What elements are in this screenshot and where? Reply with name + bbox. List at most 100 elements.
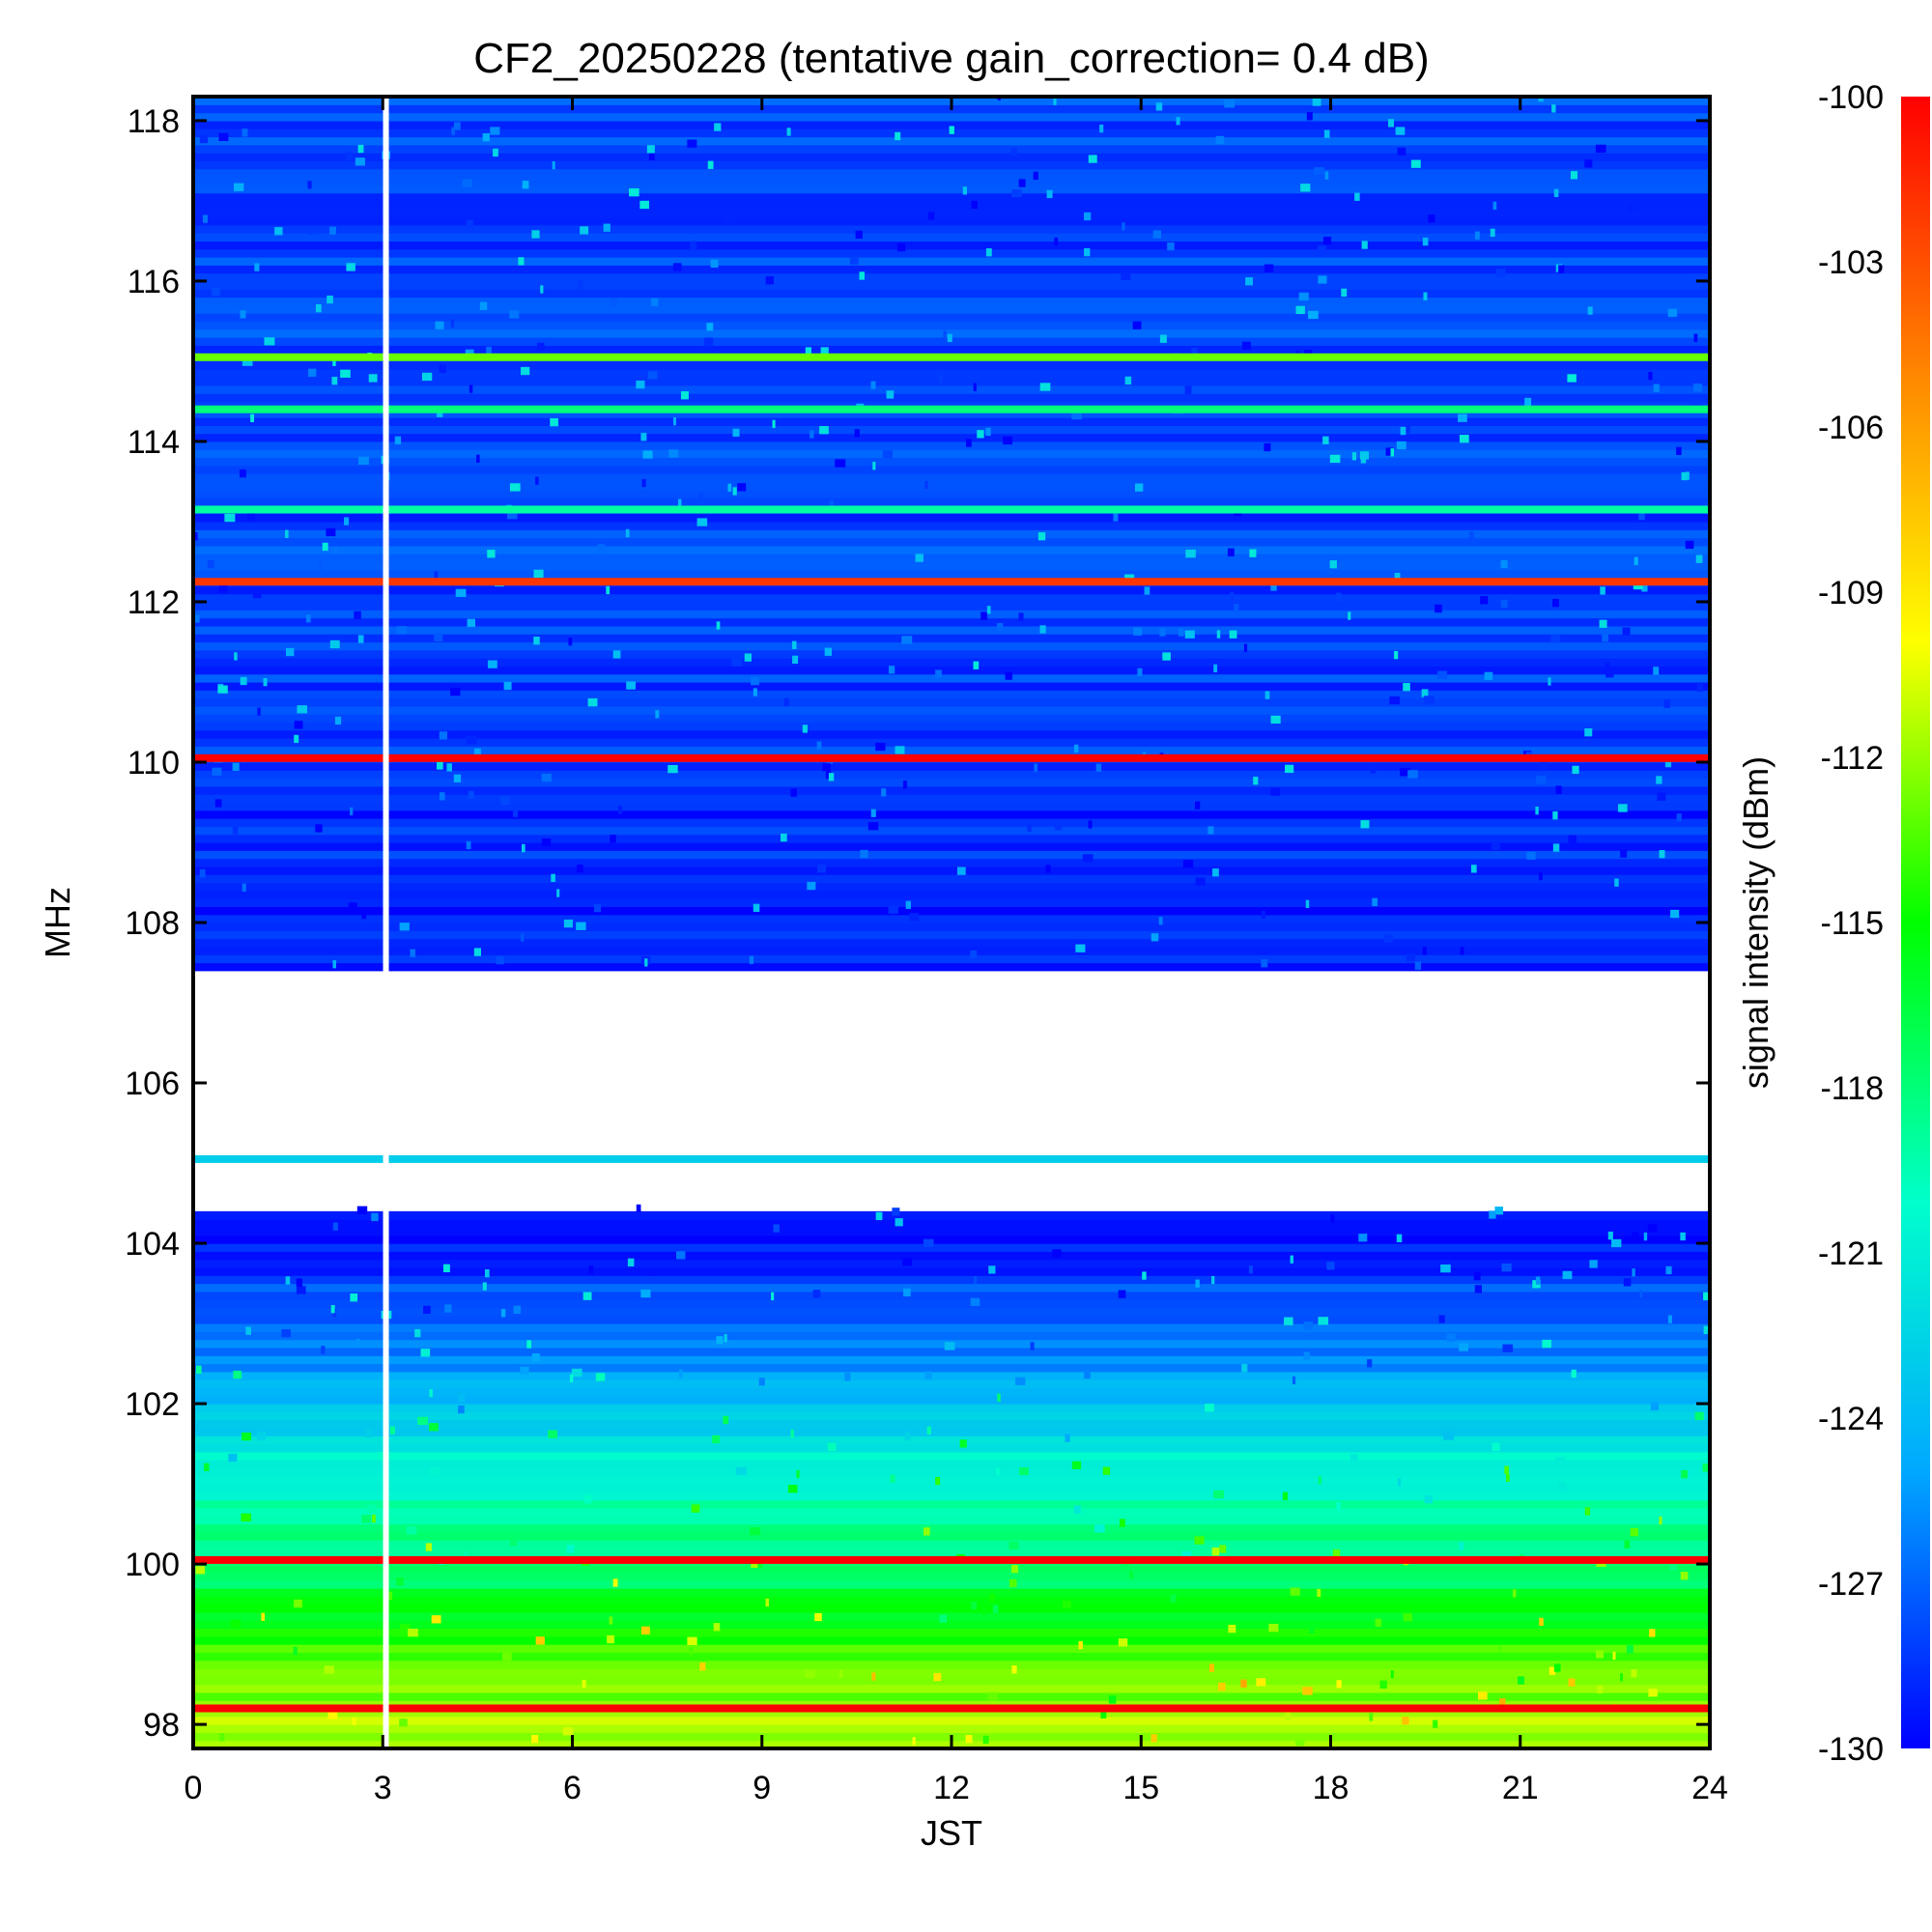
heatmap-cell bbox=[218, 132, 229, 142]
heatmap-band bbox=[193, 729, 1710, 739]
heatmap-cell bbox=[326, 527, 336, 537]
heatmap-cell bbox=[234, 183, 244, 191]
signal-line bbox=[193, 753, 1710, 762]
heatmap-cell bbox=[204, 1463, 210, 1471]
heatmap-cell bbox=[540, 285, 544, 294]
heatmap-cell bbox=[639, 200, 649, 210]
heatmap-cell bbox=[1159, 334, 1167, 343]
heatmap-band bbox=[193, 1475, 1710, 1485]
heatmap-cell bbox=[1553, 188, 1559, 197]
y-tick-label: 116 bbox=[128, 264, 180, 300]
x-tick-label: 3 bbox=[374, 1770, 392, 1806]
heatmap-cell bbox=[1500, 559, 1508, 569]
heatmap-cell bbox=[597, 544, 606, 553]
heatmap-cell bbox=[458, 1393, 466, 1403]
heatmap-cell bbox=[1584, 1507, 1590, 1516]
heatmap-band bbox=[193, 489, 1710, 498]
heatmap-cell bbox=[541, 838, 552, 847]
heatmap-cell bbox=[640, 1289, 651, 1298]
heatmap-cell bbox=[625, 528, 630, 538]
heatmap-cell bbox=[1473, 1271, 1481, 1281]
heatmap-cell bbox=[327, 1711, 338, 1719]
heatmap-cell bbox=[1151, 1734, 1157, 1743]
heatmap-band bbox=[193, 810, 1710, 819]
heatmap-cell bbox=[962, 186, 968, 195]
heatmap-cell bbox=[294, 734, 299, 744]
heatmap-band bbox=[193, 1596, 1710, 1605]
y-tick-label: 102 bbox=[125, 1386, 180, 1423]
heatmap-cell bbox=[1641, 583, 1648, 592]
heatmap-cell bbox=[640, 433, 647, 441]
heatmap-cell bbox=[1119, 1519, 1125, 1527]
heatmap-cell bbox=[199, 134, 209, 144]
heatmap-band bbox=[193, 930, 1710, 940]
heatmap-cell bbox=[1435, 604, 1442, 613]
heatmap-band bbox=[193, 818, 1710, 827]
heatmap-cell bbox=[1394, 573, 1401, 582]
heatmap-band bbox=[193, 906, 1710, 916]
heatmap-cell bbox=[315, 824, 323, 833]
heatmap-cell bbox=[698, 493, 703, 501]
heatmap-cell bbox=[1205, 1404, 1214, 1412]
heatmap-cell bbox=[1406, 425, 1410, 434]
heatmap-cell bbox=[1643, 1232, 1648, 1241]
heatmap-cell bbox=[1400, 768, 1410, 777]
heatmap-cell bbox=[1030, 1342, 1035, 1350]
heatmap-cell bbox=[1584, 728, 1593, 737]
heatmap-cell bbox=[1470, 865, 1477, 873]
heatmap-cell bbox=[352, 1717, 356, 1725]
heatmap-cell bbox=[672, 263, 682, 271]
heatmap-cell bbox=[1459, 435, 1469, 443]
heatmap-cell bbox=[1460, 947, 1464, 955]
heatmap-cell bbox=[1370, 765, 1376, 774]
heatmap-band bbox=[193, 177, 1710, 185]
x-tick-label: 6 bbox=[563, 1770, 582, 1806]
heatmap-cell bbox=[981, 1606, 986, 1615]
heatmap-cell bbox=[724, 1334, 727, 1343]
heatmap-band bbox=[193, 497, 1710, 506]
heatmap-cell bbox=[1264, 264, 1274, 272]
heatmap-cell bbox=[490, 127, 500, 135]
heatmap-cell bbox=[1571, 1369, 1577, 1378]
heatmap-cell bbox=[1630, 1527, 1638, 1537]
heatmap-cell bbox=[1129, 1571, 1134, 1579]
heatmap-cell bbox=[285, 529, 289, 538]
heatmap-cell bbox=[1623, 1278, 1632, 1287]
heatmap-cell bbox=[1348, 611, 1351, 620]
signal-line bbox=[193, 353, 1710, 361]
heatmap-cell bbox=[1285, 764, 1294, 774]
heatmap-cell bbox=[1387, 119, 1394, 128]
heatmap-cell bbox=[870, 381, 876, 389]
heatmap-cell bbox=[1535, 806, 1539, 815]
heatmap-band bbox=[193, 425, 1710, 435]
heatmap-cell bbox=[707, 160, 714, 169]
heatmap-cell bbox=[1208, 1663, 1214, 1672]
heatmap-cell bbox=[357, 635, 364, 643]
heatmap-band bbox=[193, 858, 1710, 867]
heatmap-band bbox=[193, 1291, 1710, 1300]
heatmap-band bbox=[193, 1379, 1710, 1389]
heatmap-band bbox=[193, 1404, 1710, 1412]
heatmap-cell bbox=[1375, 1618, 1382, 1627]
heatmap-cell bbox=[1318, 1317, 1329, 1325]
x-tick-label: 24 bbox=[1691, 1770, 1728, 1806]
heatmap-cell bbox=[1369, 1713, 1374, 1721]
heatmap-cell bbox=[548, 1430, 557, 1438]
heatmap-cell bbox=[1234, 604, 1239, 612]
heatmap-band bbox=[193, 1691, 1710, 1701]
heatmap-cell bbox=[713, 1623, 721, 1632]
heatmap-cell bbox=[1264, 691, 1270, 699]
heatmap-cell bbox=[1474, 231, 1480, 240]
heatmap-cell bbox=[677, 498, 682, 507]
heatmap-cell bbox=[714, 123, 722, 131]
heatmap-cell bbox=[1284, 1712, 1292, 1720]
heatmap-cell bbox=[487, 660, 497, 668]
heatmap-cell bbox=[1290, 1587, 1300, 1596]
heatmap-cell bbox=[518, 257, 525, 266]
heatmap-cell bbox=[737, 483, 747, 492]
heatmap-band bbox=[193, 529, 1710, 539]
heatmap-cell bbox=[1492, 201, 1497, 211]
heatmap-cell bbox=[786, 128, 791, 136]
heatmap-cell bbox=[1216, 630, 1221, 639]
heatmap-band bbox=[193, 112, 1710, 122]
